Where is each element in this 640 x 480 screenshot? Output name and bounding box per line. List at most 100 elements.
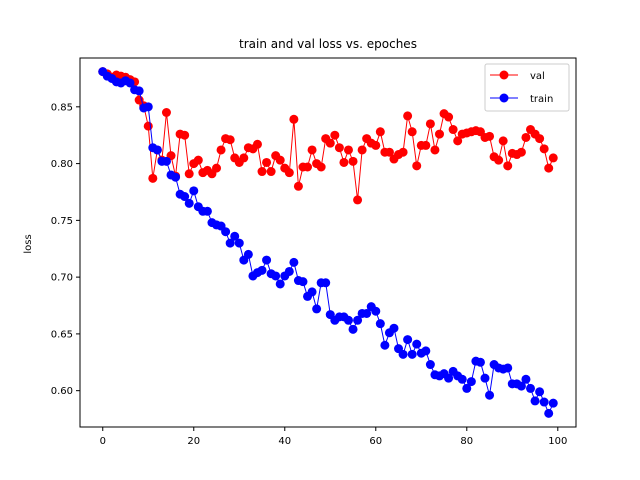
legend-marker-val <box>499 70 509 80</box>
data-point-train <box>407 349 417 359</box>
x-tick-label: 40 <box>278 436 291 447</box>
legend-label-val: val <box>530 71 545 82</box>
data-point-train <box>298 277 308 287</box>
plot-frame <box>79 57 577 428</box>
data-point-train <box>457 374 467 384</box>
data-point-val <box>357 145 367 155</box>
x-tick-label: 100 <box>548 436 567 447</box>
x-tick-label: 0 <box>100 436 106 447</box>
data-point-train <box>485 390 495 400</box>
data-point-val <box>161 108 171 117</box>
data-point-val <box>330 130 340 140</box>
data-point-train <box>262 255 272 265</box>
x-tick-label: 80 <box>460 436 473 447</box>
data-point-val <box>371 140 381 150</box>
data-point-val <box>503 161 513 171</box>
data-point-val <box>148 173 158 183</box>
data-point-val <box>485 131 495 141</box>
data-point-train <box>180 192 190 202</box>
data-point-train <box>535 387 545 397</box>
data-point-val <box>498 136 508 146</box>
data-point-train <box>125 78 135 88</box>
data-point-val <box>348 156 358 166</box>
data-point-val <box>398 147 408 157</box>
data-point-train <box>412 339 422 349</box>
data-point-train <box>530 396 540 406</box>
legend-frame <box>484 63 570 112</box>
data-point-val <box>384 147 394 157</box>
data-point-train <box>475 357 485 367</box>
data-point-val <box>535 134 545 144</box>
data-point-val <box>212 163 222 173</box>
legend-label-train: train <box>530 94 553 105</box>
data-point-val <box>262 157 272 167</box>
x-tick-label: 20 <box>187 436 200 447</box>
data-point-train <box>202 206 212 216</box>
chart-title: train and val loss vs. epoches <box>239 37 417 51</box>
data-point-train <box>152 145 162 155</box>
data-point-val <box>334 143 344 153</box>
data-point-train <box>421 346 431 356</box>
data-point-train <box>539 397 549 407</box>
data-point-val <box>343 145 353 155</box>
data-point-train <box>321 278 331 288</box>
data-point-val <box>216 145 226 155</box>
data-point-val <box>316 162 326 172</box>
data-point-val <box>225 135 235 145</box>
data-point-train <box>362 308 372 318</box>
data-point-train <box>371 306 381 316</box>
data-point-val <box>266 167 276 177</box>
data-point-train <box>221 227 231 237</box>
data-point-val <box>548 153 558 163</box>
data-point-train <box>271 271 281 281</box>
data-point-train <box>234 238 244 248</box>
data-point-train <box>275 279 285 289</box>
y-tick-label: 0.60 <box>51 386 73 397</box>
data-point-train <box>143 102 153 112</box>
y-tick-label: 0.80 <box>51 159 73 170</box>
data-point-val <box>180 130 190 140</box>
data-point-train <box>403 335 413 345</box>
data-point-train <box>307 287 317 297</box>
data-point-val <box>494 155 504 165</box>
data-point-train <box>289 257 299 267</box>
data-point-train <box>503 363 513 373</box>
data-point-val <box>544 163 554 173</box>
data-point-train <box>225 238 235 248</box>
data-point-val <box>239 153 249 163</box>
data-point-val <box>448 125 458 135</box>
data-point-val <box>307 145 317 155</box>
data-point-val <box>339 157 349 167</box>
y-tick-label: 0.65 <box>51 329 73 340</box>
data-point-train <box>526 383 535 393</box>
data-point-val <box>193 155 203 165</box>
data-point-val <box>325 138 335 148</box>
data-point-val <box>252 139 262 149</box>
data-point-train <box>257 265 267 275</box>
data-point-val <box>453 136 463 146</box>
data-point-val <box>430 145 440 155</box>
data-point-train <box>189 186 199 196</box>
data-point-train <box>398 349 408 359</box>
data-point-val <box>407 127 417 137</box>
data-point-val <box>353 195 363 205</box>
data-point-train <box>425 360 435 370</box>
data-point-train <box>521 374 531 384</box>
data-point-train <box>348 324 358 334</box>
data-point-val <box>444 112 454 122</box>
data-point-train <box>462 383 472 393</box>
data-point-train <box>161 156 171 166</box>
data-point-val <box>257 167 267 177</box>
data-point-val <box>143 121 153 131</box>
data-point-val <box>539 144 549 154</box>
data-point-train <box>480 373 490 383</box>
data-point-train <box>312 304 322 314</box>
data-point-train <box>544 408 554 418</box>
legend-marker-train <box>499 93 509 103</box>
data-point-train <box>184 198 194 208</box>
data-point-train <box>444 373 454 383</box>
axes-layer: 0 20 40 60 80 100 0.60 0.65 0.70 0.75 0.80 0.85 <box>51 57 577 447</box>
data-point-train <box>375 319 385 329</box>
data-point-val <box>516 147 526 157</box>
